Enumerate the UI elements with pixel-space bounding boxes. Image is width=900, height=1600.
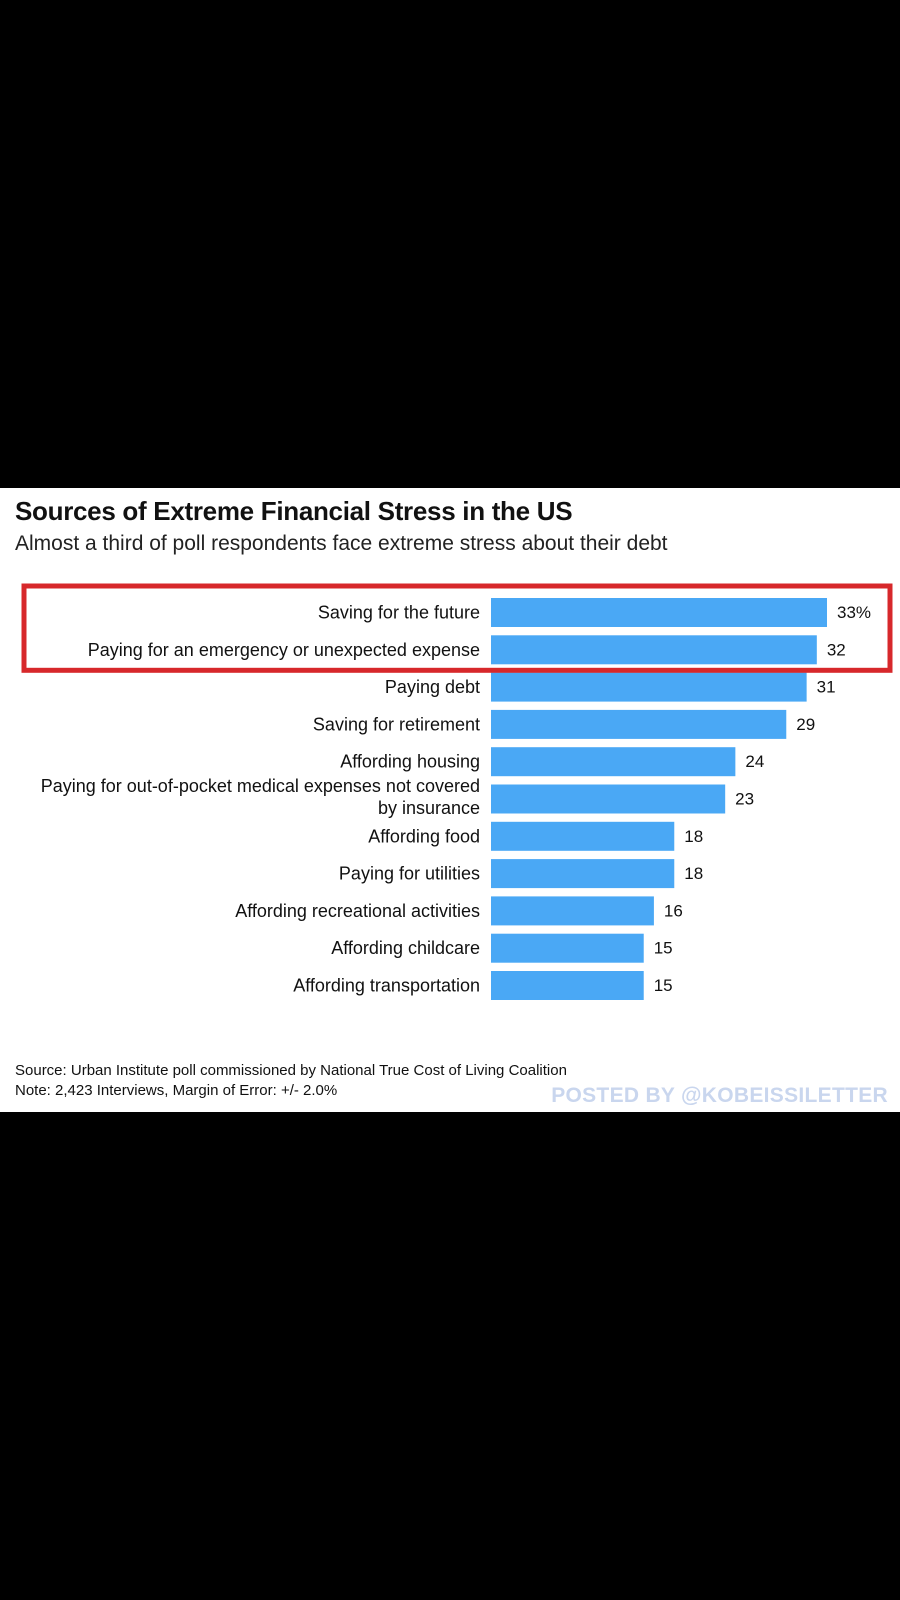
category-label: Affording housing [340, 752, 480, 772]
category-label: Paying for out-of-pocket medical expense… [41, 776, 480, 796]
category-label: Saving for the future [318, 603, 480, 623]
category-label: by insurance [378, 798, 480, 818]
category-label: Saving for retirement [313, 714, 480, 734]
source-note: Source: Urban Institute poll commissione… [15, 1062, 567, 1079]
value-label: 33% [837, 603, 871, 622]
category-label: Affording transportation [293, 976, 480, 996]
bar [491, 896, 654, 926]
bar [491, 971, 644, 1000]
watermark: POSTED BY @KOBEISSILETTER [551, 1084, 888, 1107]
chart-subtitle: Almost a third of poll respondents face … [15, 532, 668, 555]
value-label: 15 [654, 976, 673, 995]
value-label: 15 [654, 939, 673, 958]
bar [491, 709, 787, 739]
value-label: 16 [664, 901, 683, 920]
bar [491, 747, 736, 777]
methodology-note: Note: 2,423 Interviews, Margin of Error:… [15, 1082, 338, 1099]
value-label: 23 [735, 790, 754, 809]
bar [491, 821, 675, 851]
chart-card: Sources of Extreme Financial Stress in t… [0, 488, 900, 1112]
value-label: 29 [796, 715, 815, 734]
bar-chart-plot: Saving for the future 33% Paying for an em… [21, 583, 893, 1000]
category-label: Affording recreational activities [235, 901, 480, 921]
category-label: Paying for utilities [339, 864, 480, 884]
category-label: Paying debt [385, 677, 480, 697]
chart-title: Sources of Extreme Financial Stress in t… [15, 496, 573, 526]
bar [491, 784, 726, 814]
category-label: Paying for an emergency or unexpected ex… [88, 640, 480, 660]
category-label: Affording food [368, 826, 480, 846]
value-label: 18 [684, 864, 703, 883]
bar [491, 672, 807, 702]
value-label: 18 [684, 827, 703, 846]
category-label: Affording childcare [331, 938, 480, 958]
value-label: 32 [827, 640, 846, 659]
bar [491, 933, 644, 963]
bar [491, 859, 675, 889]
bar [491, 598, 827, 627]
bar [491, 635, 817, 665]
highlight-box [21, 583, 893, 673]
value-label: 24 [745, 752, 764, 771]
value-label: 31 [817, 678, 836, 697]
